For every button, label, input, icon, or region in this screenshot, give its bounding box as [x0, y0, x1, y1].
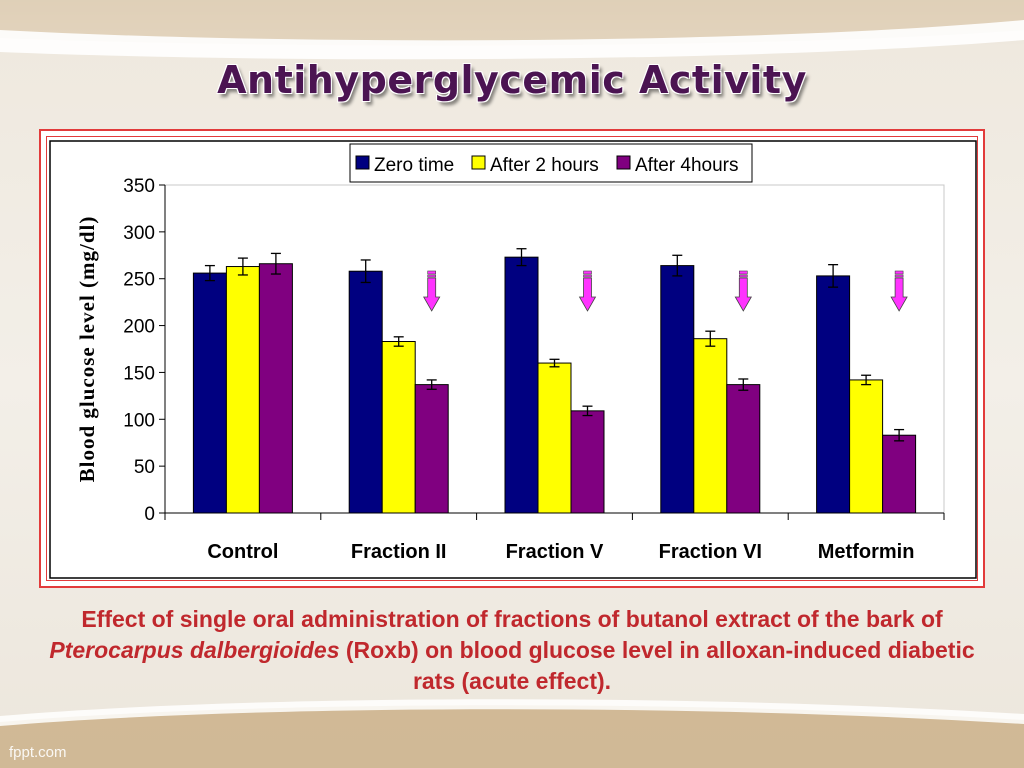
legend-label: After 4hours [635, 155, 739, 176]
caption-text-part1: Effect of single oral administration of … [81, 606, 943, 632]
x-category-label: Control [207, 541, 278, 563]
y-tick-label: 150 [123, 363, 155, 384]
x-category-label: Metformin [818, 541, 915, 563]
bar [192, 272, 227, 514]
bar [726, 384, 761, 514]
x-category-label: Fraction II [351, 541, 447, 563]
legend-swatch [471, 155, 486, 170]
y-tick-label: 100 [123, 410, 155, 431]
chart-frame-inner-border [46, 136, 978, 581]
down-arrow-icon [578, 277, 597, 312]
down-arrow-icon [583, 274, 592, 278]
bar [225, 266, 260, 514]
y-tick-label: 300 [123, 223, 155, 244]
x-category-label: Fraction V [506, 541, 604, 563]
bar [414, 384, 449, 514]
bar [381, 341, 416, 514]
down-arrow-icon [734, 277, 752, 312]
down-arrow-icon [583, 270, 592, 275]
bar [504, 256, 539, 514]
legend-swatch [355, 155, 370, 170]
bar [258, 263, 293, 514]
down-arrow-icon [738, 270, 748, 275]
down-arrow-icon [890, 277, 908, 312]
bar [537, 362, 572, 514]
legend-box [349, 143, 753, 183]
y-axis-title: Blood glucose level (mg/dl) [75, 216, 99, 483]
legend-label: Zero time [374, 155, 454, 176]
down-arrow-icon [427, 270, 437, 275]
y-tick-label: 250 [123, 270, 155, 291]
bar [348, 270, 383, 514]
down-arrow-icon [738, 274, 748, 278]
y-tick-label: 50 [134, 457, 155, 478]
x-category-label: Fraction VI [659, 541, 762, 563]
bar [882, 434, 917, 514]
legend-label: After 2 hours [490, 155, 599, 176]
caption-species-name: Pterocarpus dalbergioides [49, 637, 340, 663]
bar [570, 410, 605, 514]
y-tick-label: 200 [123, 317, 155, 338]
down-arrow-icon [894, 270, 904, 275]
down-arrow-icon [427, 274, 437, 278]
bar [693, 338, 728, 514]
watermark: fppt.com [9, 744, 67, 761]
bar [816, 275, 851, 514]
y-tick-label: 0 [144, 504, 155, 525]
bar [849, 379, 884, 514]
bar [660, 265, 695, 514]
figure-caption: Effect of single oral administration of … [40, 604, 984, 697]
down-arrow-icon [423, 277, 441, 312]
caption-text-part2: (Roxb) on blood glucose level in alloxan… [339, 637, 975, 694]
legend-swatch [616, 155, 631, 170]
y-tick-label: 350 [123, 176, 155, 197]
down-arrow-icon [894, 274, 904, 278]
slide-title: Antihyperglycemic Activity [217, 58, 807, 102]
